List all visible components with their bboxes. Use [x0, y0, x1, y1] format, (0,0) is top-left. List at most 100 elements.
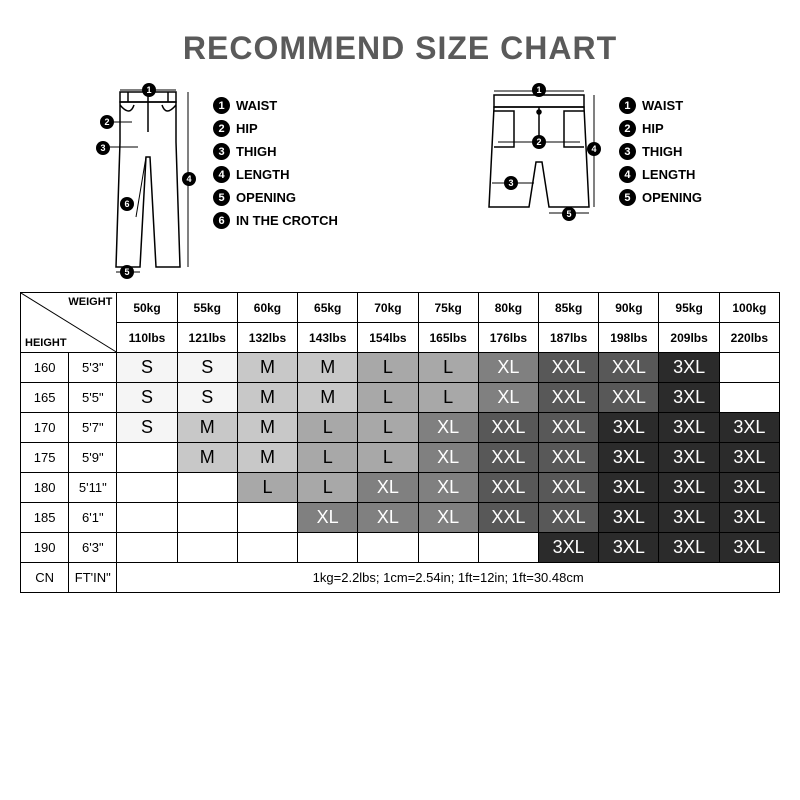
legend-number: 2 — [213, 120, 230, 137]
callout-2: 2 — [100, 115, 114, 129]
footer-note: 1kg=2.2lbs; 1cm=2.54in; 1ft=12in; 1ft=30… — [117, 563, 780, 593]
size-cell — [358, 533, 418, 563]
size-cell: XXL — [599, 353, 659, 383]
callout-s4: 4 — [587, 142, 601, 156]
weight-kg-header: 90kg — [599, 293, 659, 323]
size-cell: XXL — [539, 503, 599, 533]
size-cell: 3XL — [719, 533, 779, 563]
size-cell: XL — [418, 503, 478, 533]
legend-item: 5OPENING — [213, 189, 338, 206]
legend-item: 3THIGH — [619, 143, 702, 160]
legend-number: 5 — [619, 189, 636, 206]
size-cell: XXL — [478, 503, 538, 533]
legend-label: IN THE CROTCH — [236, 213, 338, 228]
size-cell: XXL — [478, 413, 538, 443]
height-cn: 165 — [21, 383, 69, 413]
size-cell — [177, 533, 237, 563]
legend-label: WAIST — [642, 98, 683, 113]
size-cell: XL — [418, 443, 478, 473]
callout-s2: 2 — [532, 135, 546, 149]
size-cell — [298, 533, 358, 563]
footer-ft: FT'IN" — [69, 563, 117, 593]
height-ft: 5'9" — [69, 443, 117, 473]
size-cell — [177, 473, 237, 503]
height-ft: 6'1" — [69, 503, 117, 533]
weight-kg-header: 60kg — [237, 293, 297, 323]
weight-kg-header: 95kg — [659, 293, 719, 323]
weight-lbs-header: 187lbs — [539, 323, 599, 353]
size-cell: 3XL — [659, 383, 719, 413]
legend-label: LENGTH — [236, 167, 289, 182]
size-cell: XL — [478, 383, 538, 413]
size-cell: M — [177, 413, 237, 443]
callout-3: 3 — [96, 141, 110, 155]
weight-kg-header: 75kg — [418, 293, 478, 323]
pants-legend: 1WAIST 2 HIP 3 THIGH 4 LENGTH 5OPENING 6 IN THE C… — [213, 87, 338, 229]
size-cell: XXL — [539, 473, 599, 503]
legend-item: 6 IN THE CROTCH — [213, 212, 338, 229]
size-cell: 3XL — [599, 413, 659, 443]
weight-lbs-header: 198lbs — [599, 323, 659, 353]
legend-number: 3 — [619, 143, 636, 160]
size-cell: L — [358, 353, 418, 383]
size-cell: XXL — [539, 443, 599, 473]
legend-number: 2 — [619, 120, 636, 137]
legend-number: 4 — [213, 166, 230, 183]
weight-kg-header: 100kg — [719, 293, 779, 323]
size-cell: 3XL — [659, 473, 719, 503]
weight-lbs-header: 132lbs — [237, 323, 297, 353]
legend-item: 2HIP — [619, 120, 702, 137]
weight-lbs-header: 220lbs — [719, 323, 779, 353]
height-cn: 190 — [21, 533, 69, 563]
size-cell: 3XL — [659, 443, 719, 473]
legend-label: THIGH — [236, 144, 276, 159]
weight-kg-header: 65kg — [298, 293, 358, 323]
pants-diagram: 1 2 3 4 5 6 — [98, 87, 198, 277]
weight-lbs-header: 154lbs — [358, 323, 418, 353]
callout-s1: 1 — [532, 83, 546, 97]
size-cell: 3XL — [719, 443, 779, 473]
size-cell: XXL — [539, 353, 599, 383]
size-cell: XL — [418, 413, 478, 443]
height-ft: 6'3" — [69, 533, 117, 563]
size-cell: XL — [478, 353, 538, 383]
height-cn: 160 — [21, 353, 69, 383]
callout-6: 6 — [120, 197, 134, 211]
weight-lbs-header: 143lbs — [298, 323, 358, 353]
size-cell: M — [237, 353, 297, 383]
size-cell: XXL — [539, 383, 599, 413]
size-cell: M — [298, 353, 358, 383]
size-cell: 3XL — [659, 533, 719, 563]
shorts-group: 1 2 3 4 5 1WAIST2HIP3THIGH4LENGTH5OPENIN… — [474, 87, 702, 237]
weight-lbs-header: 110lbs — [117, 323, 177, 353]
size-cell: S — [117, 383, 177, 413]
size-cell: L — [418, 383, 478, 413]
size-cell: M — [298, 383, 358, 413]
diagrams-row: 1 2 3 4 5 6 1WAIST2HIP3THIGH4LENGTH5OPEN… — [20, 87, 780, 277]
size-cell: XXL — [599, 383, 659, 413]
size-cell: 3XL — [599, 533, 659, 563]
size-cell — [719, 353, 779, 383]
legend-label: HIP — [236, 121, 258, 136]
size-cell: S — [177, 353, 237, 383]
footer-cn: CN — [21, 563, 69, 593]
height-label: HEIGHT — [25, 337, 67, 349]
size-cell — [117, 503, 177, 533]
legend-item: 3 THIGH — [213, 143, 338, 160]
height-ft: 5'7" — [69, 413, 117, 443]
height-cn: 180 — [21, 473, 69, 503]
pants-group: 1 2 3 4 5 6 1WAIST 2 HIP 3 THIGH 4 LENGTH 5OPEN… — [98, 87, 338, 277]
legend-number: 6 — [213, 212, 230, 229]
weight-lbs-header: 165lbs — [418, 323, 478, 353]
legend-label: WAIST — [236, 98, 277, 113]
legend-number: 3 — [213, 143, 230, 160]
size-cell: 3XL — [539, 533, 599, 563]
legend-item: 1WAIST — [213, 97, 338, 114]
legend-item: 5OPENING — [619, 189, 702, 206]
callout-s5: 5 — [562, 207, 576, 221]
legend-item: 4LENGTH — [619, 166, 702, 183]
size-cell — [418, 533, 478, 563]
height-ft: 5'3" — [69, 353, 117, 383]
size-cell: L — [358, 413, 418, 443]
size-cell: XL — [298, 503, 358, 533]
